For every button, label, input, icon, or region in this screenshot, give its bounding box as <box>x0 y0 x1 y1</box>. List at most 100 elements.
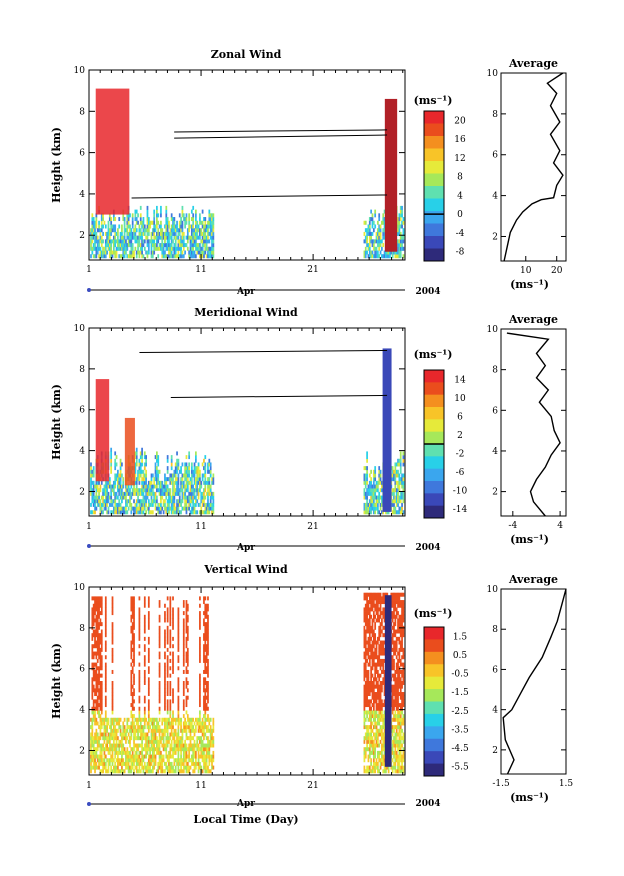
zonal-wind-cell <box>108 246 111 251</box>
zonal-wind-cell <box>389 250 391 255</box>
zonal-wind-cell <box>141 246 143 251</box>
vertical-wind-cell <box>137 725 139 730</box>
meridional-wind-cell <box>372 495 375 500</box>
vertical-wind-cell <box>207 673 209 678</box>
vertical-wind-cell <box>383 673 386 678</box>
vertical-wind-cell <box>176 732 178 737</box>
vertical-wind-cell <box>151 721 154 726</box>
zonal-wind-cell <box>397 243 399 248</box>
meridional-wind-cell <box>203 480 205 485</box>
vertical-wind-cell <box>172 651 174 656</box>
zonal-wind-cell <box>92 254 95 259</box>
meridional-wind-cell <box>399 455 402 460</box>
vertical-wind-cell <box>95 629 98 634</box>
zonal-wind-cell <box>130 235 133 240</box>
vertical-wind-cell <box>135 758 138 763</box>
vertical-wind-cell <box>131 658 134 663</box>
zonal-wind-cell <box>394 250 397 255</box>
zonal-wind-cell <box>207 231 209 236</box>
meridional-wind-cell <box>156 484 158 489</box>
vertical-wind-cell <box>207 666 209 671</box>
vertical-wind-cell <box>169 629 172 634</box>
zonal-wind-cell <box>92 246 95 251</box>
zonal-wind-cell <box>147 220 150 225</box>
zonal-wind-cell <box>378 254 381 259</box>
meridional-wind-cell <box>173 495 176 500</box>
vertical-wind-cell <box>166 629 169 634</box>
vertical-wind-cell <box>383 725 386 730</box>
zonal-wind-cell <box>153 231 156 236</box>
meridional-wind-cell <box>185 488 188 493</box>
meridional-wind-cell <box>150 477 153 482</box>
vertical-wind-cell <box>364 692 367 697</box>
vertical-wind-cell <box>166 769 169 774</box>
vertical-wind-cell <box>92 651 95 656</box>
vertical-wind-cell <box>172 607 174 612</box>
vertical-wind-cell <box>203 699 205 704</box>
meridional-wind-cell <box>364 466 367 471</box>
zonal-wind-cell <box>165 254 168 259</box>
meridional-wind-cell <box>195 455 197 460</box>
vertical-wind-cell <box>111 695 114 700</box>
vertical-wind-cell <box>147 765 150 770</box>
meridional-wind-cell <box>165 506 168 511</box>
vertical-wind-cell <box>165 750 168 755</box>
meridional-wind-cell <box>160 491 162 496</box>
zonal-wind-cell <box>118 239 121 244</box>
vertical-wind-cell <box>111 717 114 722</box>
meridional-wind-cell <box>154 484 157 489</box>
vertical-wind-cell <box>379 692 382 697</box>
vertical-wind-cell <box>376 754 379 759</box>
meridional-wind-cell <box>104 491 107 496</box>
vertical-wind-cell <box>156 769 158 774</box>
vertical-wind-cell <box>131 625 134 630</box>
zonal-wind-cell <box>196 246 199 251</box>
zonal-wind-cell <box>201 220 204 225</box>
vertical-wind-cell <box>181 736 184 741</box>
meridional-wind-cell <box>158 484 161 489</box>
vertical-wind-cell <box>95 603 98 608</box>
zonal-wind-cell <box>397 254 399 259</box>
meridional-wind-cell <box>374 466 377 471</box>
meridional-wind-cell <box>107 484 110 489</box>
vertical-wind-cell <box>104 714 107 719</box>
vertical-wind-cell <box>381 644 383 649</box>
meridional-wind-cell <box>156 466 158 471</box>
meridional-wind-cell <box>138 499 141 504</box>
zonal-wind-cell <box>168 224 170 229</box>
meridional-wind-cell <box>207 462 209 467</box>
vertical-wind-cell <box>374 725 377 730</box>
meridional-wind-cell <box>199 502 201 507</box>
vertical-wind-cell <box>114 769 117 774</box>
vertical-wind-cell <box>169 699 172 704</box>
zonal-wind-cell <box>177 231 180 236</box>
meridional-wind-cell <box>170 499 173 504</box>
vertical-wind-cell <box>95 662 98 667</box>
meridional-wind-cell <box>184 469 186 474</box>
vertical-wind-cell <box>142 725 145 730</box>
zonal-wind-cell <box>374 250 377 255</box>
meridional-wind-cell <box>118 484 121 489</box>
vertical-wind-cell <box>209 725 212 730</box>
zonal-wind-cell <box>372 239 375 244</box>
vertical-wind-cell <box>92 607 95 612</box>
vertical-wind-cell <box>138 596 141 601</box>
vertical-wind-cell <box>372 651 375 656</box>
vertical-wind-cell <box>90 747 92 752</box>
zonal-wind-cell <box>91 224 94 229</box>
meridional-wind-cell <box>160 506 162 511</box>
vertical-wind-cell <box>376 673 379 678</box>
zonal-wind-cell <box>383 220 386 225</box>
vertical-wind-cell <box>130 596 133 601</box>
zonal-wind-cell <box>146 235 149 240</box>
meridional-wind-cell <box>173 469 176 474</box>
meridional-wind-cell <box>186 495 189 500</box>
zonal-wind-cell <box>211 235 213 240</box>
vertical-wind-cell <box>204 625 207 630</box>
vertical-wind-cell <box>111 600 114 605</box>
vertical-wind-cell <box>178 769 181 774</box>
zonal-wind-cell <box>401 224 403 229</box>
vertical-wind-cell <box>382 647 385 652</box>
vertical-wind-cell <box>149 725 152 730</box>
meridional-wind-cell <box>156 495 158 500</box>
